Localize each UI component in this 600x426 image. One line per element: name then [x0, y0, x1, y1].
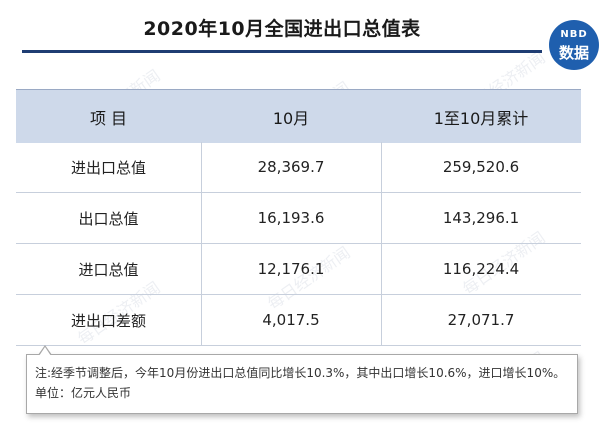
row-october-value: 16,193.6 [257, 209, 325, 227]
row-october-value: 28,369.7 [257, 158, 325, 176]
header-october: 10月 [272, 108, 310, 128]
title-underline [22, 50, 542, 53]
note-text: 注:经季节调整后，今年10月份进出口总值同比增长10.3%，其中出口增长10.6… [35, 366, 566, 400]
row-item: 进出口差额 [70, 311, 146, 330]
title-bar: 2020年10月全国进出口总值表 [22, 0, 542, 54]
column-divider [381, 244, 382, 294]
column-divider [381, 295, 382, 345]
row-ytd-value: 143,296.1 [442, 209, 520, 227]
row-ytd-value: 27,071.7 [447, 311, 515, 329]
logo-text-nbd: NBD [560, 29, 588, 40]
header-ytd: 1至10月累计 [433, 108, 529, 128]
note-box: 注:经季节调整后，今年10月份进出口总值同比增长10.3%，其中出口增长10.6… [26, 354, 578, 414]
table-row: 进出口总值 28,369.7 259,520.6 [16, 142, 581, 193]
table-row: 进口总值 12,176.1 116,224.4 [16, 244, 581, 295]
row-october-value: 4,017.5 [262, 311, 320, 329]
row-ytd-value: 116,224.4 [442, 260, 520, 278]
row-item: 进出口总值 [70, 158, 146, 177]
row-item: 出口总值 [78, 209, 139, 228]
note-pointer-fill [39, 347, 51, 356]
row-ytd-value: 259,520.6 [442, 158, 520, 176]
row-item: 进口总值 [78, 260, 139, 279]
column-divider [201, 295, 202, 345]
table-header: 项 目 10月 1至10月累计 [16, 89, 581, 143]
column-divider [381, 142, 382, 192]
table-row: 进出口差额 4,017.5 27,071.7 [16, 295, 581, 346]
header-item: 项 目 [89, 108, 128, 128]
logo-text-data: 数据 [558, 44, 589, 62]
table-row: 出口总值 16,193.6 143,296.1 [16, 193, 581, 244]
column-divider [201, 142, 202, 192]
nbd-logo: NBD 数据 [549, 20, 599, 70]
page-title: 2020年10月全国进出口总值表 [143, 18, 421, 40]
column-divider [201, 244, 202, 294]
column-divider [201, 193, 202, 243]
row-october-value: 12,176.1 [257, 260, 325, 278]
column-divider [381, 193, 382, 243]
